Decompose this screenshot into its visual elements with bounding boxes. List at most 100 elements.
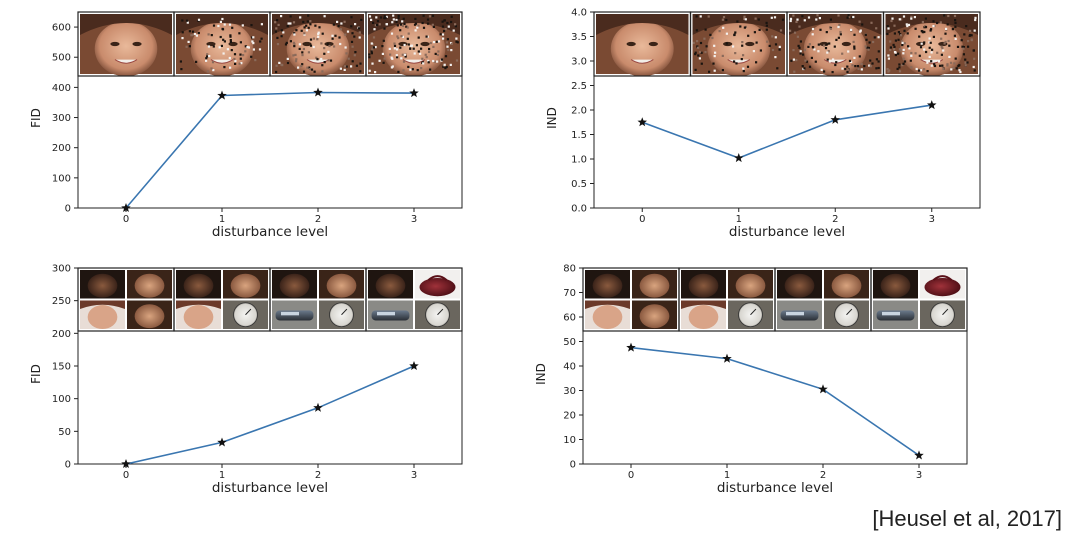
- noise-dot: [861, 23, 864, 26]
- y-tick-label: 200: [52, 329, 71, 340]
- noise-dot: [379, 16, 383, 19]
- noise-dot: [805, 60, 809, 63]
- data-point: [733, 153, 744, 163]
- noise-dot: [302, 70, 306, 73]
- noise-dot: [844, 68, 847, 71]
- noise-dot: [872, 40, 875, 44]
- hair-shape: [789, 14, 882, 35]
- noise-dot: [334, 34, 337, 37]
- noise-dot: [353, 35, 356, 38]
- noise-dot: [886, 32, 889, 36]
- noise-dot: [948, 55, 951, 58]
- noise-dot: [446, 21, 449, 25]
- noise-dot: [954, 21, 957, 24]
- x-axis-label: disturbance level: [729, 224, 845, 240]
- noise-dot: [238, 32, 241, 35]
- noise-dot: [700, 62, 703, 65]
- x-tick-label: 1: [724, 470, 730, 481]
- mini-face: [326, 273, 357, 298]
- noise-dot: [709, 33, 712, 36]
- noise-dot: [789, 29, 792, 32]
- noise-dot: [274, 30, 277, 33]
- noise-dot: [810, 56, 813, 59]
- noise-dot: [437, 40, 441, 43]
- noise-dot: [901, 43, 904, 47]
- noise-dot: [229, 40, 232, 43]
- noise-dot: [835, 38, 838, 41]
- noise-dot: [440, 58, 444, 61]
- noise-dot: [694, 68, 697, 71]
- noise-dot: [207, 33, 210, 36]
- noise-dot: [801, 65, 804, 68]
- noise-dot: [968, 34, 971, 37]
- noise-dot: [303, 26, 306, 29]
- noise-dot: [852, 15, 855, 19]
- noise-dot: [945, 27, 948, 30]
- noise-dot: [930, 28, 933, 31]
- noise-dot: [382, 61, 385, 64]
- noise-dot: [456, 41, 459, 44]
- car-window: [377, 311, 395, 316]
- noise-dot: [776, 67, 779, 70]
- noise-dot: [697, 46, 700, 49]
- noise-dot: [422, 62, 425, 65]
- mini-face-dark: [880, 273, 911, 298]
- data-point: [217, 437, 227, 447]
- noise-dot: [964, 61, 967, 64]
- citation: [Heusel et al, 2017]: [872, 506, 1062, 531]
- chart-3: 0 50 100 150 200 250 300 0 1 2 3 disturbance level F…: [29, 264, 463, 496]
- noise-dot: [316, 58, 319, 61]
- noise-dot: [973, 69, 976, 72]
- noise-dot: [446, 38, 449, 41]
- noise-dot: [699, 41, 703, 45]
- y-tick-label: 80: [563, 264, 576, 275]
- noise-dot: [396, 35, 399, 38]
- noise-dot: [897, 38, 900, 41]
- eye-right: [132, 41, 142, 47]
- y-tick-label: 0: [65, 460, 71, 471]
- noise-dot: [848, 15, 851, 18]
- mini-hair: [176, 300, 221, 310]
- noise-dot: [695, 15, 698, 18]
- noise-dot: [231, 26, 234, 29]
- noise-dot: [401, 24, 405, 27]
- noise-dot: [944, 40, 947, 43]
- noise-dot: [803, 19, 806, 22]
- noise-dot: [902, 57, 905, 60]
- clock-hand: [245, 308, 252, 316]
- noise-dot: [773, 16, 777, 19]
- noise-dot: [774, 36, 777, 39]
- noise-dot: [795, 20, 798, 23]
- mini-face: [639, 273, 670, 298]
- noise-dot: [293, 45, 296, 48]
- noise-dot: [285, 41, 288, 44]
- noise-dot: [230, 49, 233, 52]
- noise-dot: [939, 64, 942, 67]
- noise-dot: [417, 50, 420, 53]
- noise-dot: [317, 35, 320, 38]
- noise-dot: [950, 68, 953, 71]
- noise-dot: [425, 35, 428, 38]
- noise-dot: [381, 52, 384, 55]
- noise-dot: [303, 33, 306, 36]
- noise-dot: [954, 25, 957, 28]
- noise-dot: [718, 30, 721, 33]
- mini-face: [134, 273, 165, 298]
- noise-dot: [337, 25, 340, 28]
- data-point: [217, 90, 227, 100]
- noise-dot: [415, 44, 418, 47]
- noise-dot: [307, 14, 310, 17]
- noise-dot: [280, 35, 283, 38]
- noise-dot: [850, 28, 853, 31]
- noise-dot: [286, 61, 290, 65]
- noise-dot: [894, 53, 897, 57]
- noise-dot: [234, 59, 237, 63]
- noise-dot: [814, 60, 817, 63]
- noise-dot: [454, 25, 457, 28]
- noise-dot: [208, 55, 211, 58]
- noise-dot: [429, 68, 432, 71]
- noise-dot: [792, 58, 795, 61]
- noise-dot: [432, 41, 436, 44]
- x-tick-label: 1: [219, 214, 225, 225]
